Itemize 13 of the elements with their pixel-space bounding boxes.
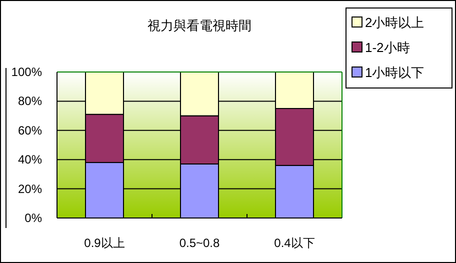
legend-label: 2小時以上 — [365, 15, 424, 30]
x-tick-label: 0.4以下 — [274, 236, 315, 250]
y-tick-label: 80% — [18, 94, 42, 108]
y-tick-label: 0% — [24, 211, 42, 225]
y-tick-label: 100% — [11, 65, 42, 79]
x-tick-label: 0.9以上 — [84, 236, 125, 250]
legend-label: 1小時以下 — [365, 65, 424, 80]
x-tick-label: 0.5~0.8 — [179, 236, 220, 250]
y-tick-label: 20% — [18, 182, 42, 196]
legend-label: 1-2小時 — [365, 40, 410, 55]
chart-title: 視力與看電視時間 — [148, 18, 252, 33]
y-tick-label: 60% — [18, 123, 42, 138]
y-tick-label: 40% — [18, 152, 42, 167]
